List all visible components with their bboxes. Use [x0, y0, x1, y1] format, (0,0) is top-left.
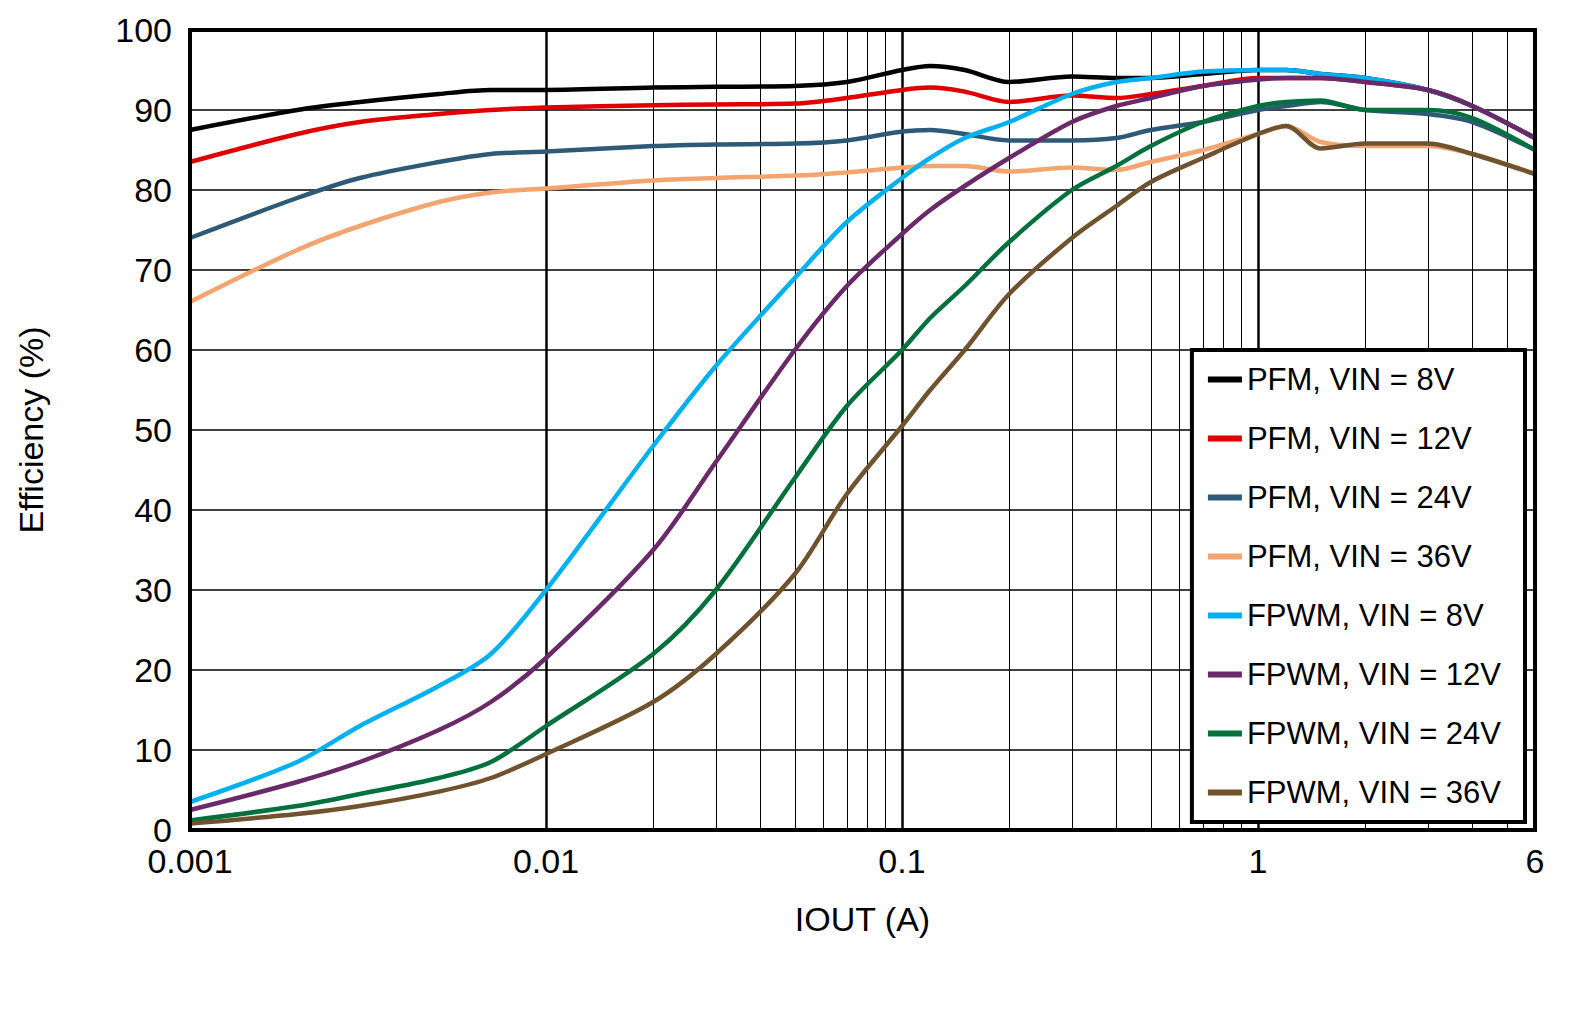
svg-text:90: 90 [134, 91, 172, 129]
svg-text:0.1: 0.1 [878, 842, 925, 880]
svg-text:50: 50 [134, 411, 172, 449]
svg-text:0.01: 0.01 [513, 842, 579, 880]
svg-text:10: 10 [134, 731, 172, 769]
svg-text:0.001: 0.001 [147, 842, 232, 880]
svg-text:PFM, VIN = 36V: PFM, VIN = 36V [1247, 539, 1472, 574]
svg-text:Efficiency (%): Efficiency (%) [12, 326, 50, 533]
svg-text:70: 70 [134, 251, 172, 289]
svg-text:PFM, VIN = 12V: PFM, VIN = 12V [1247, 421, 1472, 456]
svg-text:100: 100 [115, 11, 172, 49]
svg-text:40: 40 [134, 491, 172, 529]
svg-text:IOUT (A): IOUT (A) [795, 900, 930, 938]
svg-text:0: 0 [153, 811, 172, 849]
svg-text:FPWM, VIN = 8V: FPWM, VIN = 8V [1247, 598, 1484, 633]
svg-text:20: 20 [134, 651, 172, 689]
svg-text:FPWM, VIN = 36V: FPWM, VIN = 36V [1247, 775, 1501, 810]
svg-text:6: 6 [1526, 842, 1545, 880]
svg-text:80: 80 [134, 171, 172, 209]
svg-text:PFM, VIN = 8V: PFM, VIN = 8V [1247, 362, 1455, 397]
svg-text:1: 1 [1249, 842, 1268, 880]
svg-text:60: 60 [134, 331, 172, 369]
svg-text:FPWM, VIN = 12V: FPWM, VIN = 12V [1247, 657, 1501, 692]
svg-text:30: 30 [134, 571, 172, 609]
svg-text:PFM, VIN = 24V: PFM, VIN = 24V [1247, 480, 1472, 515]
svg-text:FPWM, VIN = 24V: FPWM, VIN = 24V [1247, 716, 1501, 751]
